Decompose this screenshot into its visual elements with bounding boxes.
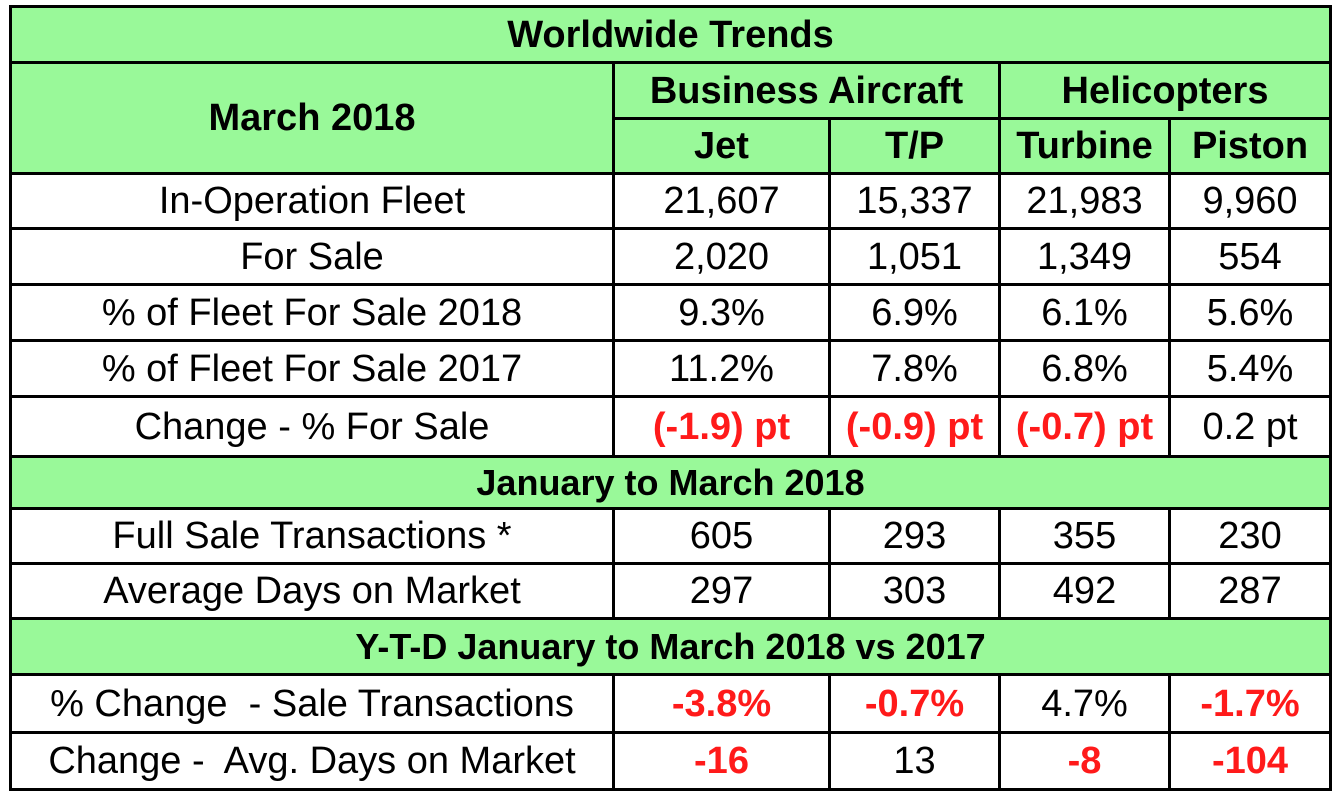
- value-cell: 0.2 pt: [1168, 395, 1332, 458]
- group-header-row: March 2018 Business Aircraft Helicopters: [9, 61, 1332, 175]
- value-cell: 4.7%: [998, 673, 1171, 734]
- value-cell: 21,607: [612, 172, 831, 230]
- value-cell: 6.9%: [828, 283, 1001, 342]
- value-cell: 6.1%: [998, 283, 1171, 342]
- value-cell: 1,051: [828, 227, 1001, 286]
- table-row: Average Days on Market 297 303 492 287: [9, 562, 1332, 620]
- value-cell: 5.6%: [1168, 283, 1332, 342]
- section-header-row: January to March 2018: [9, 455, 1332, 510]
- worldwide-trends-table: Worldwide Trends March 2018 Business Air…: [9, 5, 1332, 791]
- value-cell-negative: (-1.9) pt: [612, 395, 831, 458]
- value-cell-negative: -1.7%: [1168, 673, 1332, 734]
- value-cell-negative: -16: [612, 731, 831, 791]
- value-cell: 605: [612, 507, 831, 565]
- table-row: Full Sale Transactions * 605 293 355 230: [9, 507, 1332, 565]
- section-title-jan-mar: January to March 2018: [9, 455, 1332, 510]
- value-cell-negative: -0.7%: [828, 673, 1001, 734]
- value-cell-negative: -3.8%: [612, 673, 831, 734]
- value-cell: 13: [828, 731, 1001, 791]
- table-row: Change - Avg. Days on Market -16 13 -8 -…: [9, 731, 1332, 791]
- row-label: In-Operation Fleet: [9, 172, 615, 230]
- period-label: March 2018: [9, 61, 615, 175]
- value-cell-negative: (-0.7) pt: [998, 395, 1171, 458]
- value-cell: 554: [1168, 227, 1332, 286]
- value-cell: 9.3%: [612, 283, 831, 342]
- value-cell-negative: -104: [1168, 731, 1332, 791]
- value-cell: 297: [612, 562, 831, 620]
- col-header-piston: Piston: [1168, 117, 1332, 175]
- value-cell-negative: -8: [998, 731, 1171, 791]
- row-label: Change - % For Sale: [9, 395, 615, 458]
- table-title: Worldwide Trends: [9, 5, 1332, 64]
- table-row: % of Fleet For Sale 2018 9.3% 6.9% 6.1% …: [9, 283, 1332, 342]
- value-cell: 287: [1168, 562, 1332, 620]
- value-cell: 15,337: [828, 172, 1001, 230]
- row-label: Change - Avg. Days on Market: [9, 731, 615, 791]
- table-row: Change - % For Sale (-1.9) pt (-0.9) pt …: [9, 395, 1332, 458]
- value-cell: 6.8%: [998, 339, 1171, 398]
- value-cell: 293: [828, 507, 1001, 565]
- row-label: For Sale: [9, 227, 615, 286]
- row-label: % Change - Sale Transactions: [9, 673, 615, 734]
- section-title-ytd: Y-T-D January to March 2018 vs 2017: [9, 617, 1332, 676]
- value-cell: 492: [998, 562, 1171, 620]
- value-cell: 7.8%: [828, 339, 1001, 398]
- value-cell: 303: [828, 562, 1001, 620]
- value-cell: 230: [1168, 507, 1332, 565]
- table-row: % Change - Sale Transactions -3.8% -0.7%…: [9, 673, 1332, 734]
- table-row: % of Fleet For Sale 2017 11.2% 7.8% 6.8%…: [9, 339, 1332, 398]
- group-business-aircraft: Business Aircraft: [612, 61, 1001, 120]
- value-cell: 355: [998, 507, 1171, 565]
- group-helicopters: Helicopters: [998, 61, 1332, 120]
- col-header-turbine: Turbine: [998, 117, 1171, 175]
- value-cell-negative: (-0.9) pt: [828, 395, 1001, 458]
- value-cell: 5.4%: [1168, 339, 1332, 398]
- value-cell: 21,983: [998, 172, 1171, 230]
- table-row: In-Operation Fleet 21,607 15,337 21,983 …: [9, 172, 1332, 230]
- column-header-row: Jet T/P Turbine Piston: [11, 117, 1332, 175]
- table-row: For Sale 2,020 1,051 1,349 554: [9, 227, 1332, 286]
- row-label: % of Fleet For Sale 2017: [9, 339, 615, 398]
- worldwide-trends-table-container: Worldwide Trends March 2018 Business Air…: [9, 5, 1332, 791]
- value-cell: 9,960: [1168, 172, 1332, 230]
- title-row: Worldwide Trends: [9, 5, 1332, 64]
- col-header-jet: Jet: [612, 117, 831, 175]
- col-header-tp: T/P: [828, 117, 1001, 175]
- row-label: % of Fleet For Sale 2018: [9, 283, 615, 342]
- row-label: Average Days on Market: [9, 562, 615, 620]
- row-label: Full Sale Transactions *: [9, 507, 615, 565]
- value-cell: 1,349: [998, 227, 1171, 286]
- value-cell: 11.2%: [612, 339, 831, 398]
- value-cell: 2,020: [612, 227, 831, 286]
- section-header-row: Y-T-D January to March 2018 vs 2017: [9, 617, 1332, 676]
